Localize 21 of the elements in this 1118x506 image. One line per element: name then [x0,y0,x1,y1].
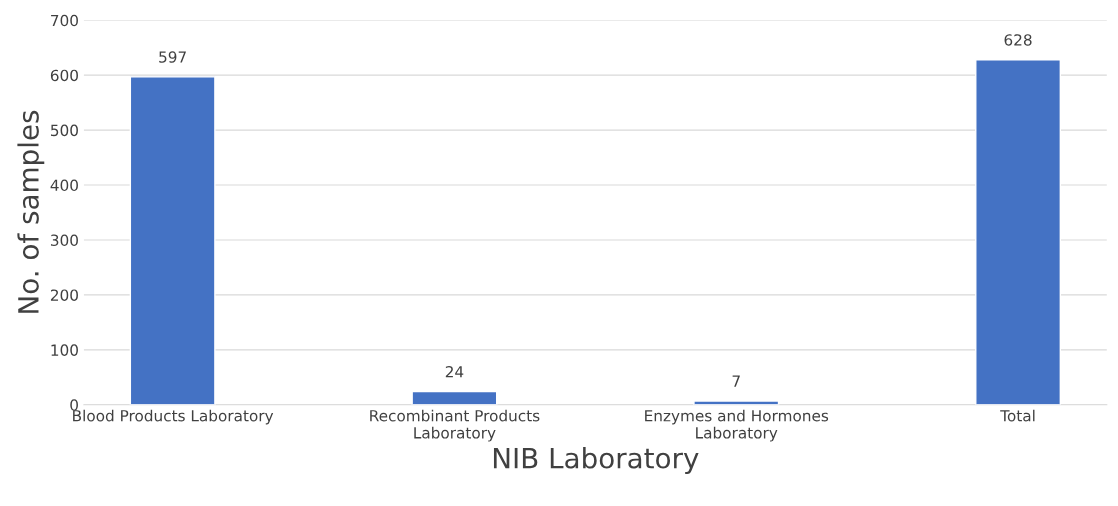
y-tick-label: 300 [50,234,78,247]
x-axis-title: NIB Laboratory [493,447,699,474]
y-tick-label: 400 [50,179,78,192]
y-tick-label: 700 [51,14,78,27]
x-tick-label: Blood Products Laboratory [73,409,274,425]
y-axis-title: No. of samples [17,110,45,313]
data-label: 24 [445,365,464,378]
data-label: 7 [732,375,740,387]
x-tick-label: Enzymes and Hormones Laboratory [645,409,829,442]
data-label: 628 [1004,34,1032,46]
y-tick-label: 200 [50,289,78,301]
bar [411,390,498,405]
y-tick-label: 500 [51,124,78,137]
bar [975,59,1062,405]
x-tick-label: Total [1000,409,1035,422]
bar [129,76,216,405]
x-tick-label: Recombinant Products Laboratory [370,409,540,442]
y-tick-label: 600 [50,69,78,82]
y-tick-label: 0 [70,399,78,411]
data-label: 597 [159,51,186,63]
y-tick-label: 100 [51,344,78,356]
